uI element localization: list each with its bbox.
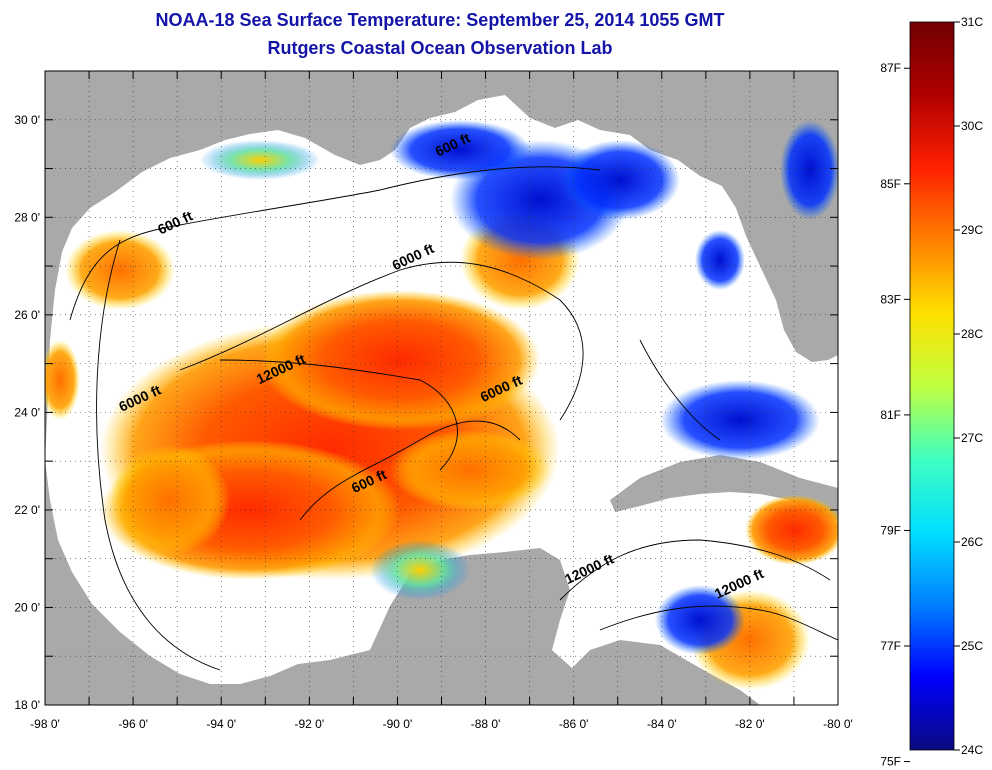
colorbar-celsius-labels: 31C 30C 29C 28C 27C 26C 25C 24C bbox=[954, 15, 983, 757]
land-mexico bbox=[45, 460, 760, 705]
colorbar bbox=[909, 21, 955, 751]
celsius-label: 25C bbox=[961, 639, 983, 653]
depth-contours bbox=[69, 166, 838, 671]
lon-tick-label: -92 0' bbox=[295, 717, 325, 731]
colorbar-fahrenheit-labels: 87F 85F 83F 81F 79F 77F 75F bbox=[880, 61, 910, 769]
fahrenheit-label: 77F bbox=[880, 639, 901, 653]
land-north-america bbox=[45, 71, 838, 460]
lon-tick-label: -90 0' bbox=[383, 717, 413, 731]
celsius-label: 31C bbox=[961, 15, 983, 29]
lat-tick-label: 20 0' bbox=[14, 600, 40, 614]
fahrenheit-label: 81F bbox=[880, 408, 901, 422]
celsius-label: 26C bbox=[961, 535, 983, 549]
lon-tick-label: -96 0' bbox=[118, 717, 148, 731]
lat-tick-label: 28 0' bbox=[14, 210, 40, 224]
lat-tick-label: 26 0' bbox=[14, 308, 40, 322]
celsius-label: 27C bbox=[961, 431, 983, 445]
contour-6000ft-central bbox=[179, 261, 584, 421]
contour-florida-shelf bbox=[639, 339, 721, 441]
longitude-tick-labels: -98 0' -96 0' -94 0' -92 0' -90 0' -88 0' -86 … bbox=[30, 717, 853, 731]
contour-600ft-yucatan bbox=[299, 420, 521, 521]
contour-600ft-north bbox=[69, 166, 601, 321]
fahrenheit-label: 83F bbox=[880, 292, 901, 306]
map-subtitle: Rutgers Coastal Ocean Observation Lab bbox=[267, 38, 613, 58]
lat-tick-label: 24 0' bbox=[14, 405, 40, 419]
land-cuba bbox=[610, 455, 838, 520]
celsius-label: 29C bbox=[961, 223, 983, 237]
lat-lon-grid bbox=[45, 71, 838, 705]
lon-tick-label: -84 0' bbox=[647, 717, 677, 731]
fahrenheit-label: 87F bbox=[880, 61, 901, 75]
lon-tick-label: -86 0' bbox=[559, 717, 589, 731]
contour-12000ft bbox=[219, 359, 458, 471]
lon-tick-label: -82 0' bbox=[735, 717, 765, 731]
celsius-label: 30C bbox=[961, 119, 983, 133]
fahrenheit-label: 79F bbox=[880, 523, 901, 537]
contour-12000ft-south bbox=[599, 605, 838, 641]
contour-6000ft-west bbox=[96, 239, 221, 671]
lat-tick-label: 22 0' bbox=[14, 503, 40, 517]
latitude-tick-labels: 18 0' 20 0' 22 0' 24 0' 26 0' 28 0' 30 0' bbox=[14, 113, 40, 712]
celsius-label: 28C bbox=[961, 327, 983, 341]
frame-ticks bbox=[44, 70, 839, 706]
fahrenheit-label: 85F bbox=[880, 177, 901, 191]
lon-tick-label: -98 0' bbox=[30, 717, 60, 731]
fahrenheit-label: 75F bbox=[880, 755, 901, 769]
lat-tick-label: 18 0' bbox=[14, 698, 40, 712]
lon-tick-label: -80 0' bbox=[823, 717, 853, 731]
celsius-label: 24C bbox=[961, 743, 983, 757]
lon-tick-label: -88 0' bbox=[471, 717, 501, 731]
lon-tick-label: -94 0' bbox=[206, 717, 236, 731]
map-title: NOAA-18 Sea Surface Temperature: Septemb… bbox=[155, 10, 725, 30]
lat-tick-label: 30 0' bbox=[14, 113, 40, 127]
contour-12000ft-caribbean bbox=[559, 539, 831, 601]
sst-data-layer bbox=[45, 120, 838, 690]
